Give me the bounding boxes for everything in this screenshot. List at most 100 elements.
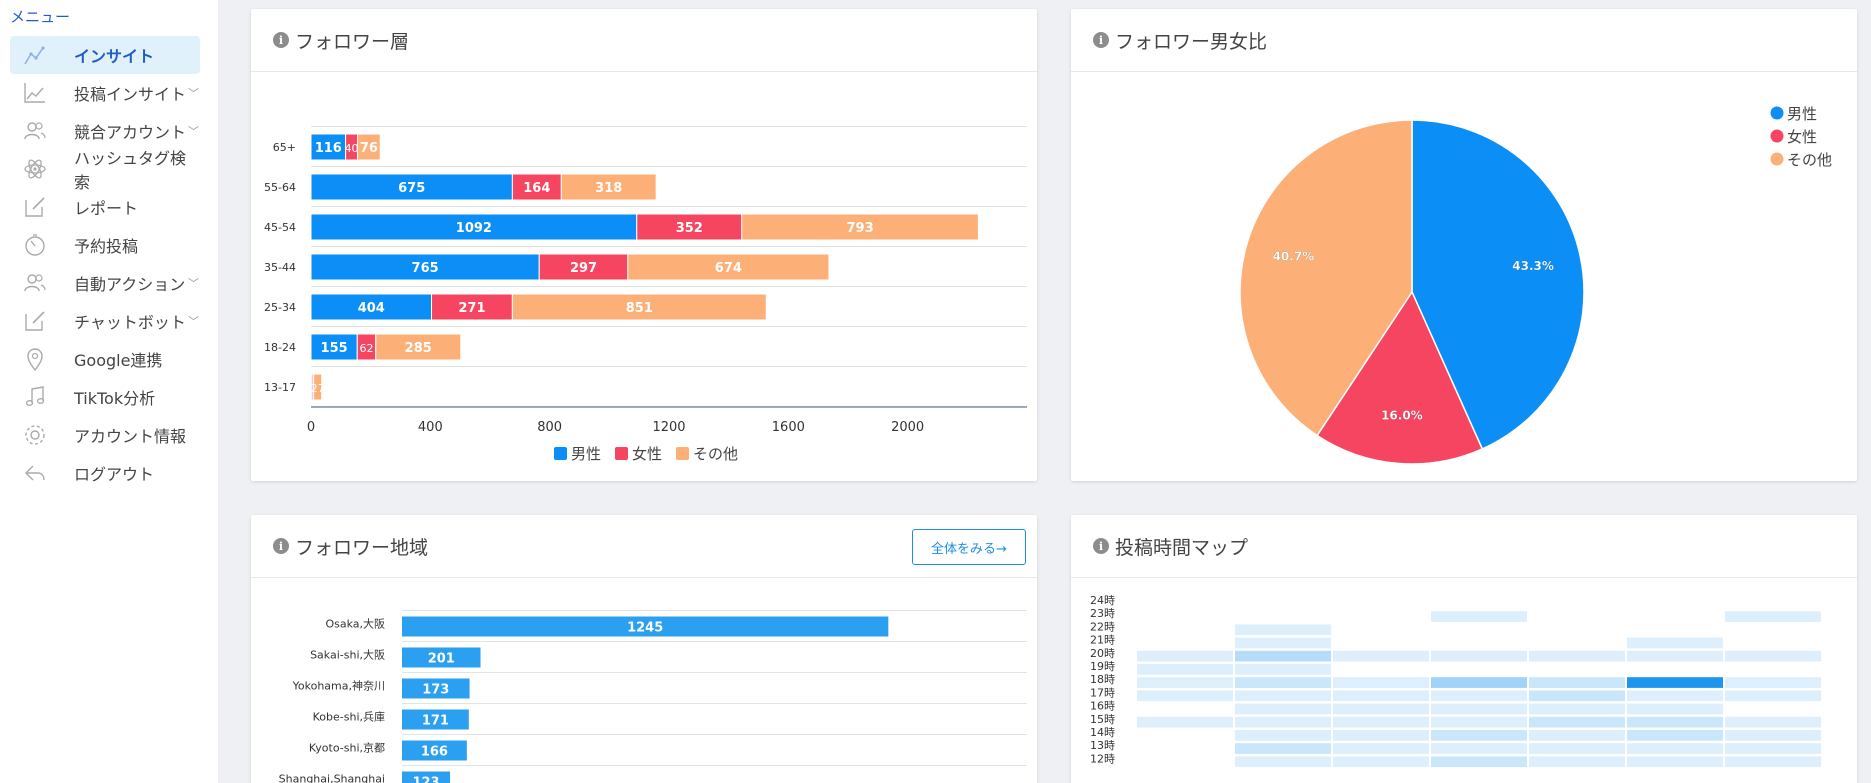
heat-cell[interactable]: [1137, 650, 1233, 662]
heat-cell[interactable]: [1235, 703, 1331, 715]
legend-swatch[interactable]: [554, 447, 567, 460]
legend-swatch[interactable]: [615, 447, 628, 460]
bar-segment[interactable]: [431, 293, 513, 321]
heat-cell[interactable]: [1627, 756, 1723, 768]
legend-swatch[interactable]: [1770, 152, 1784, 166]
bar[interactable]: [402, 740, 467, 761]
heat-cell[interactable]: [1431, 611, 1527, 622]
heat-cell[interactable]: [1725, 743, 1821, 754]
heat-cell[interactable]: [1725, 611, 1821, 622]
heat-cell[interactable]: [1529, 743, 1625, 754]
bar[interactable]: [402, 709, 469, 730]
bar-segment[interactable]: [375, 333, 462, 361]
heat-cell[interactable]: [1235, 730, 1331, 741]
heat-cell[interactable]: [1235, 756, 1331, 768]
sidebar-item-4[interactable]: レポート: [10, 188, 200, 226]
heat-cell[interactable]: [1333, 716, 1429, 728]
heat-cell[interactable]: [1333, 703, 1429, 715]
sidebar-item-0[interactable]: インサイト: [10, 36, 200, 74]
sidebar-item-11[interactable]: ログアウト: [10, 454, 200, 492]
heat-cell[interactable]: [1627, 650, 1723, 662]
legend-swatch[interactable]: [1770, 129, 1784, 143]
heat-cell[interactable]: [1431, 756, 1527, 768]
bar-segment[interactable]: [310, 173, 513, 201]
sidebar-item-2[interactable]: 競合アカウント ﹀: [10, 112, 200, 150]
bar[interactable]: [402, 616, 889, 637]
bar-segment[interactable]: [310, 253, 540, 281]
heat-cell[interactable]: [1235, 716, 1331, 728]
bar[interactable]: [402, 678, 470, 699]
heat-cell[interactable]: [1627, 743, 1723, 754]
bar-segment[interactable]: [511, 293, 767, 321]
info-icon[interactable]: i: [273, 538, 289, 554]
heat-cell[interactable]: [1529, 703, 1625, 715]
heat-cell[interactable]: [1529, 650, 1625, 662]
bar[interactable]: [402, 771, 451, 783]
heat-cell[interactable]: [1529, 716, 1625, 728]
heat-cell[interactable]: [1235, 650, 1331, 662]
pie-slice[interactable]: [1239, 119, 1413, 437]
heat-cell[interactable]: [1235, 677, 1331, 688]
heat-cell[interactable]: [1333, 743, 1429, 754]
info-icon[interactable]: i: [1093, 538, 1109, 554]
heat-cell[interactable]: [1627, 637, 1723, 649]
heat-cell[interactable]: [1529, 730, 1625, 741]
heat-cell[interactable]: [1431, 730, 1527, 741]
bar-segment[interactable]: [357, 133, 381, 161]
heat-cell[interactable]: [1627, 716, 1723, 728]
heat-cell[interactable]: [1431, 650, 1527, 662]
heat-cell[interactable]: [1627, 730, 1723, 741]
bar-segment[interactable]: [313, 373, 323, 401]
heat-cell[interactable]: [1333, 650, 1429, 662]
bar-segment[interactable]: [636, 213, 743, 241]
bar-segment[interactable]: [538, 253, 629, 281]
sidebar-item-6[interactable]: 自動アクション ﹀: [10, 264, 200, 302]
info-icon[interactable]: i: [273, 32, 289, 48]
heat-cell[interactable]: [1627, 677, 1723, 688]
view-all-button[interactable]: 全体をみる→: [912, 529, 1026, 565]
heat-cell[interactable]: [1431, 703, 1527, 715]
bar-segment[interactable]: [627, 253, 830, 281]
heat-cell[interactable]: [1137, 677, 1233, 688]
heat-cell[interactable]: [1235, 690, 1331, 702]
heat-cell[interactable]: [1235, 664, 1331, 675]
bar-segment[interactable]: [310, 293, 433, 321]
bar-segment[interactable]: [310, 133, 347, 161]
heat-cell[interactable]: [1529, 677, 1625, 688]
heat-cell[interactable]: [1725, 730, 1821, 741]
legend-swatch[interactable]: [676, 447, 689, 460]
heat-cell[interactable]: [1235, 637, 1331, 649]
heat-cell[interactable]: [1725, 756, 1821, 768]
pie-slice[interactable]: [1316, 290, 1484, 465]
heat-cell[interactable]: [1137, 716, 1233, 728]
heat-cell[interactable]: [1431, 690, 1527, 702]
bar-segment[interactable]: [511, 173, 562, 201]
heat-cell[interactable]: [1137, 664, 1233, 675]
heat-cell[interactable]: [1725, 716, 1821, 728]
heat-cell[interactable]: [1725, 690, 1821, 702]
heat-cell[interactable]: [1137, 690, 1233, 702]
sidebar-item-7[interactable]: チャットボット ﹀: [10, 302, 200, 340]
bar-segment[interactable]: [310, 213, 638, 241]
heat-cell[interactable]: [1431, 743, 1527, 754]
heat-cell[interactable]: [1333, 756, 1429, 768]
sidebar-item-1[interactable]: 投稿インサイト ﹀: [10, 74, 200, 112]
bar-segment[interactable]: [560, 173, 657, 201]
heat-cell[interactable]: [1529, 756, 1625, 768]
bar-segment[interactable]: [310, 333, 358, 361]
sidebar-item-5[interactable]: 予約投稿: [10, 226, 200, 264]
sidebar-item-3[interactable]: ハッシュタグ検索: [10, 149, 200, 192]
sidebar-item-8[interactable]: Google連携: [10, 340, 200, 378]
info-icon[interactable]: i: [1093, 32, 1109, 48]
heat-cell[interactable]: [1333, 677, 1429, 688]
heat-cell[interactable]: [1627, 690, 1723, 702]
sidebar-item-10[interactable]: アカウント情報: [10, 416, 200, 454]
heat-cell[interactable]: [1431, 716, 1527, 728]
heat-cell[interactable]: [1333, 730, 1429, 741]
heat-cell[interactable]: [1627, 703, 1723, 715]
heat-cell[interactable]: [1725, 677, 1821, 688]
pie-slice[interactable]: [1411, 119, 1585, 450]
heat-cell[interactable]: [1235, 743, 1331, 754]
bar-segment[interactable]: [741, 213, 979, 241]
legend-swatch[interactable]: [1770, 106, 1784, 120]
